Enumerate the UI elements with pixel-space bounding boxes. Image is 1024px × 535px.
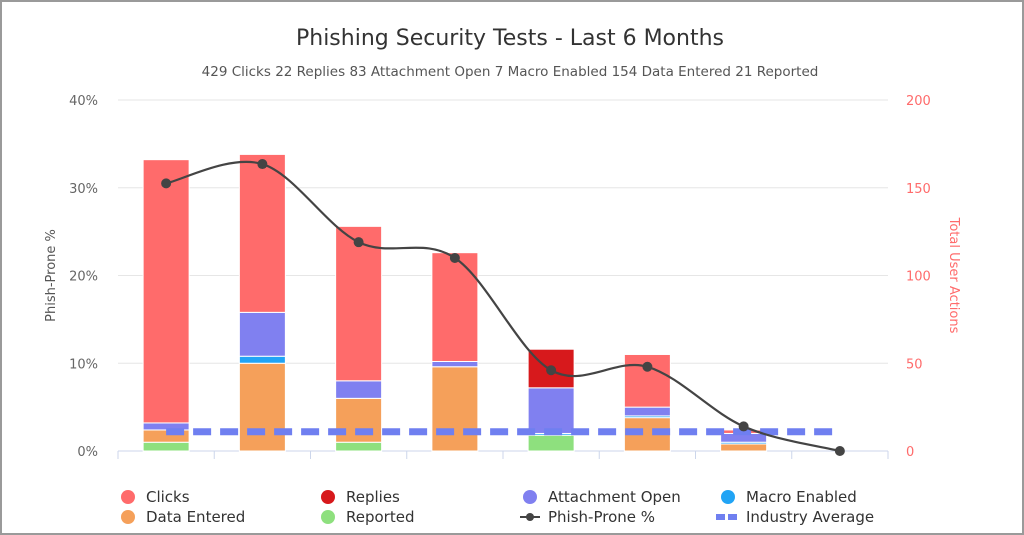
legend-label: Phish-Prone % [548,508,655,526]
bar-data-entered [238,362,286,452]
bar-clicks [431,252,479,362]
grid-lines [117,99,889,459]
bar-attachment-open [431,360,479,368]
legend-marker [523,490,537,504]
bar-clicks [142,159,190,424]
legend-label: Data Entered [146,508,245,526]
legend-marker [526,513,534,521]
phish-prone-point [642,361,653,372]
legend-label: Macro Enabled [746,488,857,506]
bar-data-entered [431,366,479,452]
left-axis-ticks: 0% 10% 20% 30% 40% [69,94,98,460]
legend-marker [321,510,335,524]
bar-stacks [142,153,768,452]
legend-label: Clicks [146,488,190,506]
bar-clicks [335,225,383,382]
bar-clicks [238,153,286,313]
bar-attachment-open [623,406,671,417]
phish-prone-point [546,365,557,376]
left-axis-title: Phish-Prone % [44,229,59,322]
right-tick-label: 100 [906,270,931,285]
bar-reported [335,441,383,452]
phish-prone-point [738,421,749,432]
right-axis-ticks: 0 50 100 150 200 [906,94,931,460]
legend: Clicks Replies Attachment Open Macro Enable… [121,488,874,526]
phish-prone-point [257,159,268,170]
left-tick-label: 0% [77,445,98,460]
legend-label: Attachment Open [548,488,681,506]
bar-attachment-open [527,387,575,434]
phish-prone-point [353,237,364,248]
bar-attachment-open [238,311,286,357]
bar-reported [527,434,575,452]
right-tick-label: 150 [906,182,931,197]
legend-marker [121,510,135,524]
chart-title: Phishing Security Tests - Last 6 Months [295,26,724,51]
bar-data-entered [335,397,383,443]
chart-subtitle: 429 Clicks 22 Replies 83 Attachment Open… [201,64,819,80]
bar-macro-enabled [238,355,286,364]
bar-attachment-open [335,380,383,399]
right-tick-label: 200 [906,94,931,109]
left-tick-label: 30% [69,182,98,197]
legend-marker [121,490,135,504]
legend-label: Industry Average [746,508,874,526]
legend-marker [321,490,335,504]
legend-label: Reported [346,508,414,526]
phish-prone-point [161,178,172,189]
right-tick-label: 0 [906,445,914,460]
left-tick-label: 40% [69,94,98,109]
legend-label: Replies [346,488,400,506]
phish-prone-line [161,159,845,456]
legend-marker [721,490,735,504]
phish-prone-path [165,160,841,453]
left-tick-label: 10% [69,357,98,372]
right-tick-label: 50 [906,357,923,372]
phish-prone-point [834,446,845,456]
right-axis-title: Total User Actions [946,217,961,334]
left-tick-label: 20% [69,270,98,285]
bar-reported [142,441,190,452]
phish-prone-point [449,252,460,263]
bar-data-entered [720,443,768,452]
